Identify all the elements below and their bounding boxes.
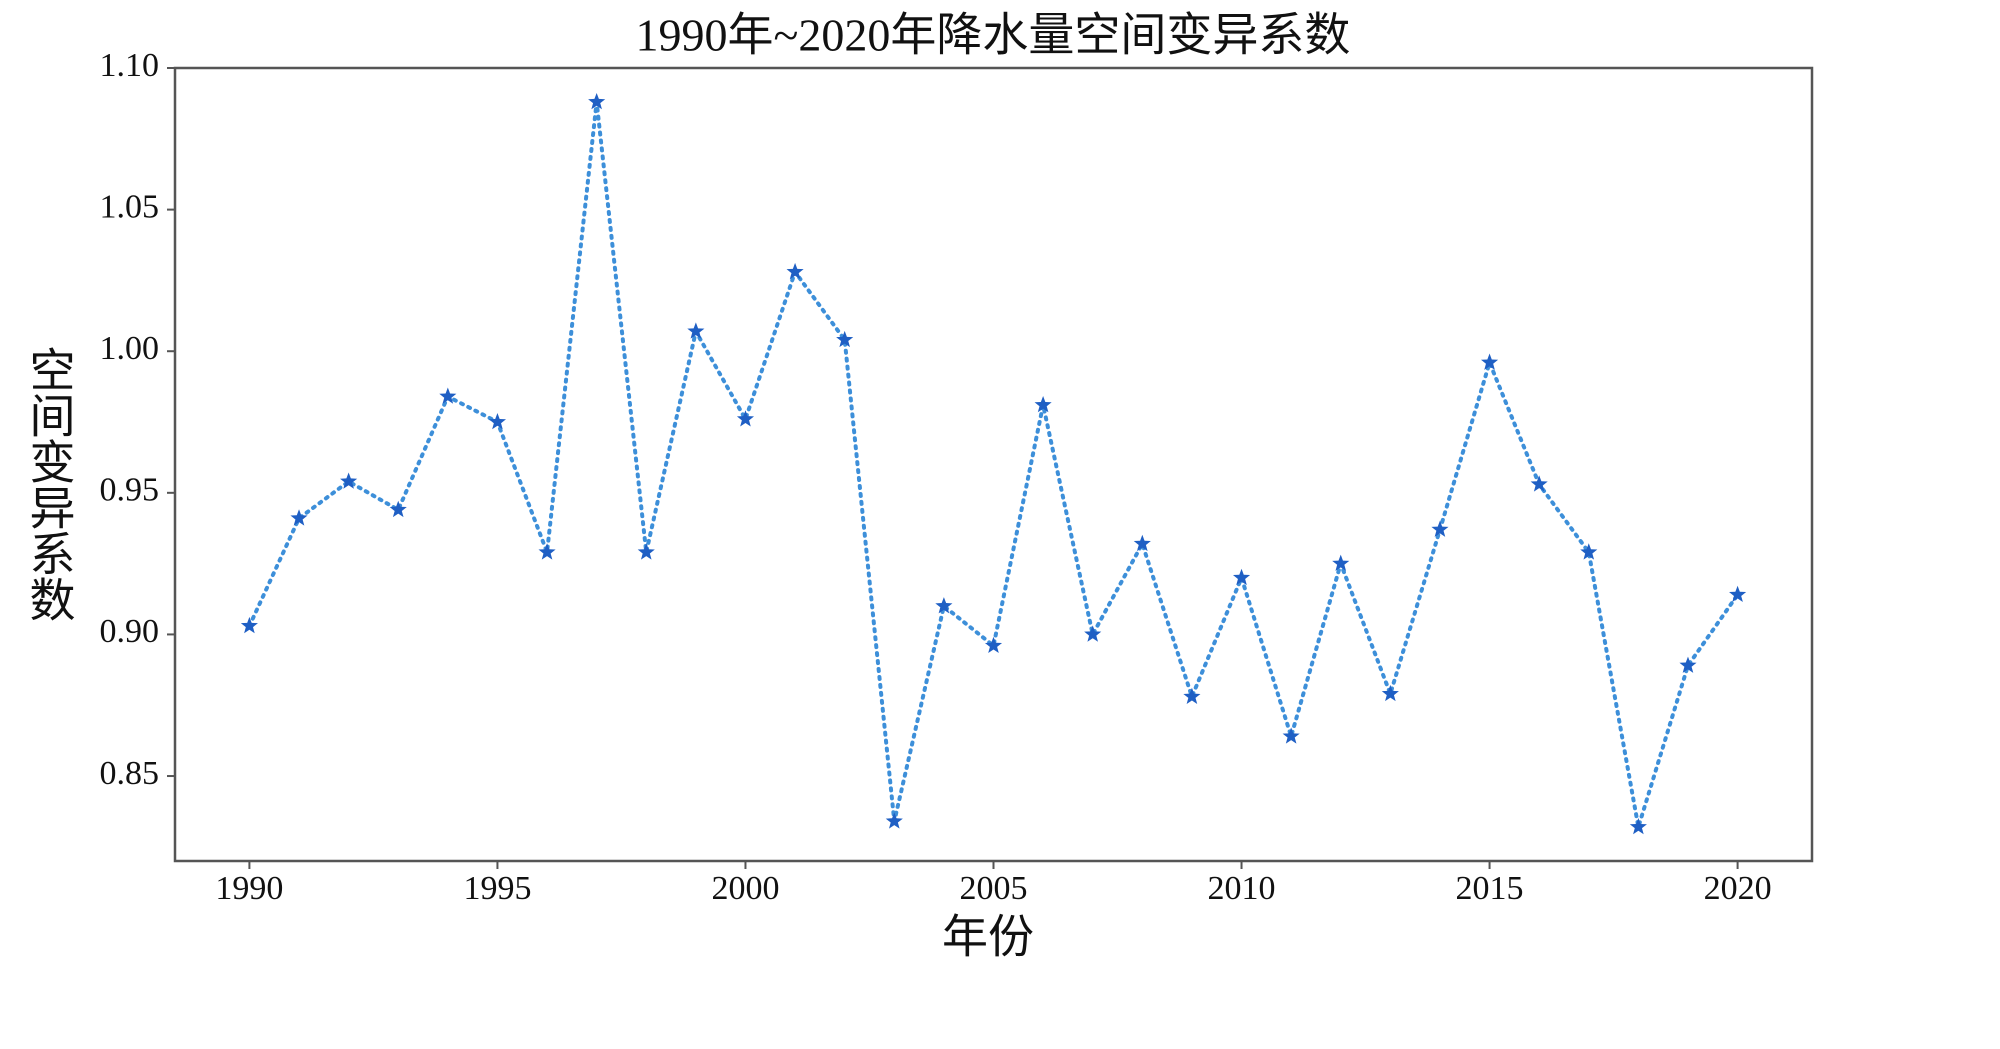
chart-title: 1990年~2020年降水量空间变异系数 — [636, 10, 1351, 61]
y-tick-label: 0.95 — [100, 472, 160, 509]
data-point — [588, 92, 606, 110]
y-tick-label: 0.90 — [100, 613, 160, 650]
plot-frame — [173, 66, 1814, 863]
data-point — [1729, 585, 1747, 603]
x-axis-label: 年份 — [942, 912, 1034, 963]
data-point — [1481, 353, 1499, 370]
data-point — [1034, 396, 1052, 413]
data-point — [439, 387, 457, 404]
data-point — [488, 413, 506, 430]
data-point — [637, 543, 655, 560]
data-point — [1530, 475, 1548, 492]
data-point — [984, 636, 1003, 654]
data-point — [1381, 684, 1399, 702]
data-point — [836, 330, 854, 348]
data-point — [240, 616, 258, 634]
y-tick-label: 1.00 — [100, 330, 160, 367]
data-point — [290, 509, 308, 526]
y-axis-label: 空间变异系数 — [24, 346, 75, 622]
x-tick-label: 1995 — [463, 870, 531, 907]
data-point — [340, 472, 358, 489]
data-point — [1679, 656, 1697, 673]
data-point — [1629, 818, 1647, 835]
data-point — [1133, 534, 1151, 552]
data-point — [1431, 520, 1449, 537]
data-point — [1580, 543, 1598, 560]
y-tick-label: 1.10 — [100, 47, 160, 84]
data-point — [538, 543, 556, 560]
x-tick-label: 2000 — [711, 870, 779, 907]
data-point — [389, 500, 407, 518]
data-point — [1232, 568, 1251, 586]
data-point — [1332, 554, 1350, 571]
x-tick-label: 1990 — [215, 870, 283, 907]
data-point — [1183, 687, 1201, 705]
data-point — [885, 812, 903, 829]
x-tick-label: 2015 — [1456, 870, 1524, 907]
x-tick-label: 2010 — [1208, 870, 1276, 907]
data-point — [786, 262, 804, 280]
data-point — [935, 597, 953, 614]
x-tick-label: 2005 — [960, 870, 1028, 907]
y-tick-label: 0.85 — [100, 755, 160, 792]
data-point — [687, 322, 705, 339]
data-point — [1084, 625, 1102, 642]
x-tick-label: 2020 — [1704, 870, 1772, 907]
y-tick-label: 1.05 — [100, 188, 160, 225]
data-point — [1282, 727, 1300, 744]
data-line — [247, 101, 1740, 828]
data-point — [736, 410, 755, 427]
